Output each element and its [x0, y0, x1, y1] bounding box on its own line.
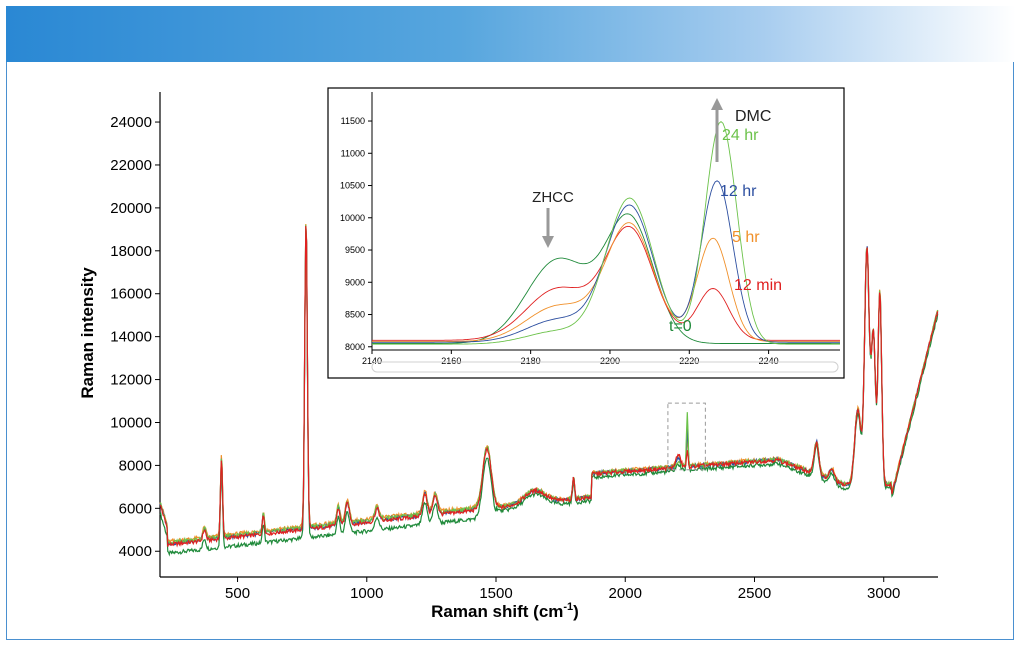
legend-5hr: 5 hr [732, 229, 760, 246]
inset-x-tick-label: 2240 [759, 356, 779, 366]
zhcc-arrow-head [542, 236, 554, 248]
y-tick-label: 20000 [110, 200, 152, 217]
figure-frame [6, 62, 1014, 640]
inset-y-tick-label: 10500 [340, 181, 365, 191]
zhcc-label: ZHCC [532, 189, 574, 206]
legend-t0: t=0 [669, 318, 692, 335]
y-tick-label: 18000 [110, 243, 152, 260]
x-axis-label: Raman shift (cm-1) [431, 601, 579, 621]
x-tick-label: 3000 [867, 585, 900, 602]
inset-ticks: 2140 2160 2180 2200 2220 2240 8000 8500 9000 9500… [340, 92, 840, 366]
inset-x-tick-label: 2200 [600, 356, 620, 366]
header-band [6, 6, 1016, 62]
inset-y-tick-label: 10000 [340, 213, 365, 223]
y-tick-label: 8000 [119, 457, 152, 474]
dmc-label: DMC [735, 108, 771, 125]
legend-12min: 12 min [734, 277, 782, 294]
main-series-line [159, 235, 939, 557]
inset-x-tick-label: 2160 [441, 356, 461, 366]
x-tick-label: 1500 [479, 585, 512, 602]
inset-x-tick-label: 2220 [679, 356, 699, 366]
x-tick-label: 2000 [609, 585, 642, 602]
main-axes [159, 92, 938, 578]
main-ticks: 500 1000 1500 2000 2500 3000 4000 6000 8000 10000… [110, 114, 900, 602]
main-series [159, 223, 939, 557]
x-tick-label: 1000 [350, 585, 383, 602]
y-axis-label: Raman intensity [78, 267, 97, 399]
inset-scrollbar [371, 361, 839, 373]
inset-frame [327, 87, 845, 379]
y-tick-label: 12000 [110, 372, 152, 389]
dmc-arrow-head [711, 98, 723, 110]
legend-12hr: 12 hr [720, 183, 757, 200]
inset-series-line [372, 225, 840, 341]
inset-x-tick-label: 2180 [521, 356, 541, 366]
y-tick-label: 4000 [119, 543, 152, 560]
y-tick-label: 10000 [110, 414, 152, 431]
x-tick-label: 500 [225, 585, 250, 602]
inset-y-tick-label: 8000 [345, 342, 365, 352]
inset-x-tick-label: 2140 [362, 356, 382, 366]
inset-y-tick-label: 9500 [345, 245, 365, 255]
y-tick-label: 16000 [110, 286, 152, 303]
x-tick-label: 2500 [738, 585, 771, 602]
y-tick-label: 14000 [110, 329, 152, 346]
y-tick-label: 22000 [110, 157, 152, 174]
y-tick-label: 6000 [119, 500, 152, 517]
legend-24hr: 24 hr [722, 127, 759, 144]
main-series-line [159, 225, 939, 548]
inset-y-tick-label: 11500 [341, 116, 365, 126]
highlight-region [667, 402, 706, 471]
inset-series [372, 121, 840, 345]
inset-annotations: ZHCC DMC 24 hr 12 hr 5 hr 12 min t=0 [532, 98, 782, 335]
inset-y-tick-label: 8500 [345, 310, 365, 320]
inset-series-line [372, 213, 840, 345]
inset-y-tick-label: 9000 [345, 277, 365, 287]
y-tick-label: 24000 [110, 114, 152, 131]
inset-y-tick-label: 11000 [341, 148, 365, 158]
inset-series-line [372, 222, 840, 343]
inset-series-line [372, 121, 840, 345]
